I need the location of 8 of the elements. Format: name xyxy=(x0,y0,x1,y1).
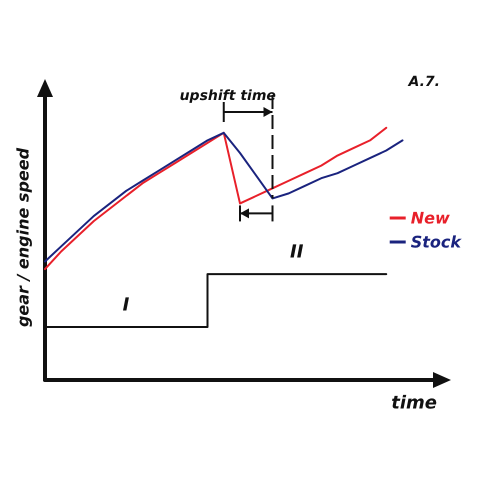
annotation: II xyxy=(290,242,304,263)
x-axis-title: time xyxy=(391,392,437,414)
text: A.7. xyxy=(408,74,440,90)
y-axis-title: gear / engine speed xyxy=(14,147,32,328)
annotation: I xyxy=(122,294,130,316)
legend-label: New xyxy=(410,208,450,228)
text: upshift time xyxy=(180,88,276,104)
legend-label: Stock xyxy=(410,232,462,252)
